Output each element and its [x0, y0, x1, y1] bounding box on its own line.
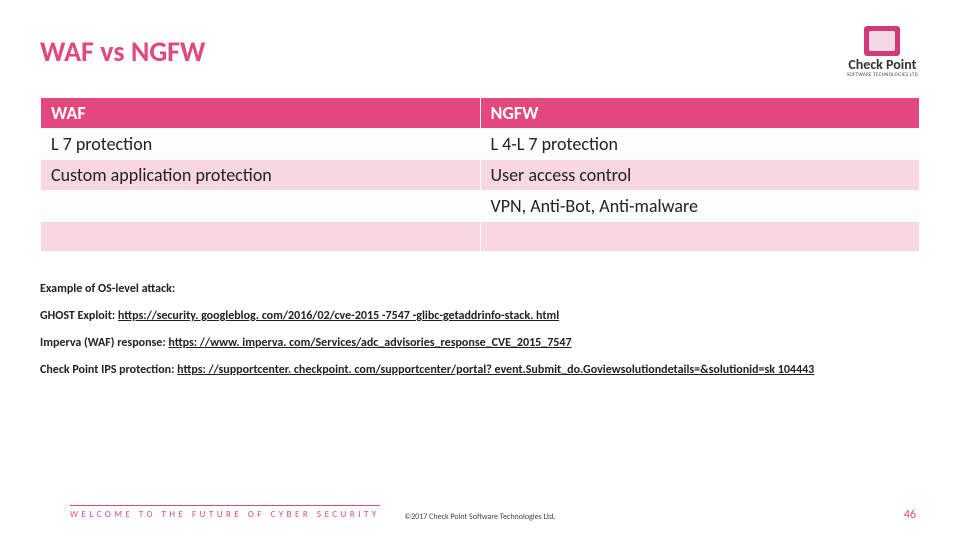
ref-line: Check Point IPS protection: https: //sup… [40, 363, 920, 377]
ref-label: Imperva (WAF) response: [40, 336, 168, 350]
references: Example of OS-level attack: GHOST Exploi… [40, 282, 920, 377]
ref-link[interactable]: https://security. googleblog. com/2016/0… [118, 309, 559, 323]
cell: User access control [480, 160, 920, 191]
brand-logo: Check Point SOFTWARE TECHNOLOGIES LTD [847, 26, 918, 78]
page-number: 46 [904, 508, 916, 522]
ref-line: Imperva (WAF) response: https: //www. im… [40, 336, 920, 350]
ref-link[interactable]: https: //supportcenter. checkpoint. com/… [177, 363, 814, 377]
cell: VPN, Anti-Bot, Anti-malware [480, 191, 920, 222]
cell: L 4-L 7 protection [480, 129, 920, 160]
cell [41, 222, 481, 252]
table-row [41, 222, 920, 252]
table-row: VPN, Anti-Bot, Anti-malware [41, 191, 920, 222]
logo-subtitle: SOFTWARE TECHNOLOGIES LTD [847, 72, 918, 78]
comparison-table: WAF NGFW L 7 protection L 4-L 7 protecti… [40, 97, 920, 252]
cell [41, 191, 481, 222]
col-header-ngfw: NGFW [480, 98, 920, 129]
logo-icon [864, 26, 900, 56]
ref-line: GHOST Exploit: https://security. googleb… [40, 309, 920, 323]
ref-label: Check Point IPS protection: [40, 363, 177, 377]
logo-name: Check Point [847, 58, 918, 72]
table-row: L 7 protection L 4-L 7 protection [41, 129, 920, 160]
col-header-waf: WAF [41, 98, 481, 129]
ref-link[interactable]: https: //www. imperva. com/Services/adc_… [168, 336, 571, 350]
footer-copyright: ©2017 Check Point Software Technologies … [0, 512, 960, 522]
refs-intro: Example of OS-level attack: [40, 282, 920, 296]
cell: L 7 protection [41, 129, 481, 160]
ref-label: GHOST Exploit: [40, 309, 118, 323]
cell: Custom application protection [41, 160, 481, 191]
table-row: Custom application protection User acces… [41, 160, 920, 191]
page-title: WAF vs NGFW [40, 34, 920, 69]
cell [480, 222, 920, 252]
